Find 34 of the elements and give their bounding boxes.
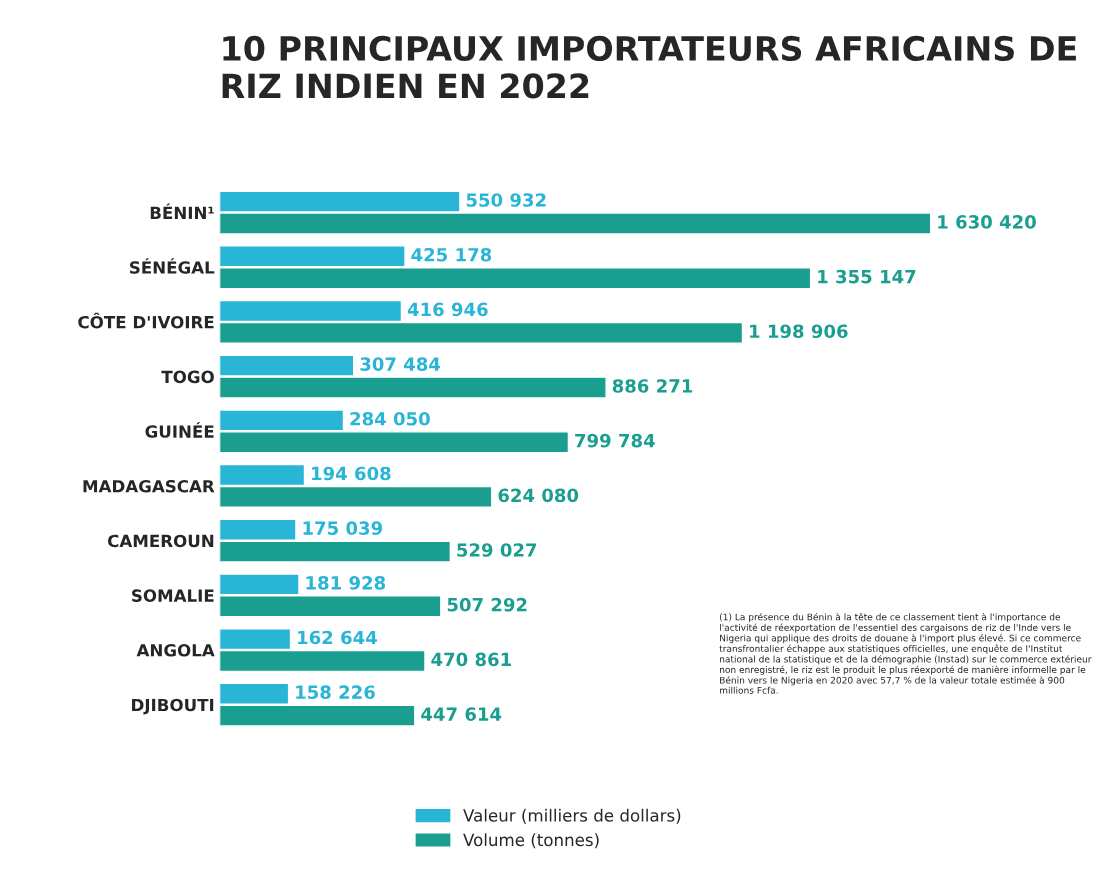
data-label: 799 784 xyxy=(575,433,655,448)
data-label: 529 027 xyxy=(457,543,537,557)
legend-label: Valeur (milliers de dollars) xyxy=(463,808,681,824)
data-label: 416 946 xyxy=(407,302,488,317)
data-label: 284 050 xyxy=(350,411,430,426)
annotation: (1) La présence du Bénin à la tête de ce classement tient à l'importance de l'activité de réexportation de l'essentiel des cargaisons de riz de l'Inde vers le Nigeria qui applique des droits de douane à l'import plus élevé. Si ce commerce transfrontalier échappe aux statistiques officielles, une enquête de l'Institut national de la statistique et de la démographie (Instad) sur le commerce extérieur non enregistré, le riz est le produit le plus réexporté de manière informelle par le Bénin vers le Nigeria en 2020 avec 57,7 % de la valeur totale estimée à 900 millions Fcfa. xyxy=(719,612,1092,694)
data-label: 1 198 906 xyxy=(750,324,848,339)
y-tick-label: SOMALIE xyxy=(132,589,214,602)
y-tick-label: MADAGASCAR xyxy=(83,479,215,493)
data-label: 1 355 147 xyxy=(818,269,916,284)
data-label: 550 932 xyxy=(466,193,546,207)
data-label: 624 080 xyxy=(498,488,579,503)
chart-title: 10 PRINCIPAUX IMPORTATEURS AFRICAINS DE RIZ INDIEN EN 2022 xyxy=(222,35,1076,99)
y-tick-label: ANGOLA xyxy=(136,644,215,657)
data-label: 158 226 xyxy=(296,685,375,700)
data-label: 181 928 xyxy=(306,575,386,590)
data-label: 175 039 xyxy=(303,521,383,535)
data-label: 507 292 xyxy=(447,597,527,612)
legend-label: Volume (tonnes) xyxy=(463,833,599,849)
y-tick-label: DJIBOUTI xyxy=(132,698,214,715)
data-label: 162 644 xyxy=(298,630,377,645)
data-label: 886 271 xyxy=(612,379,693,393)
data-label: 447 614 xyxy=(421,707,502,721)
y-tick-label: SÉNÉGAL xyxy=(130,258,215,274)
y-tick-label: CÔTE D'IVOIRE xyxy=(78,312,214,329)
data-label: 470 861 xyxy=(431,652,511,667)
data-label: 194 608 xyxy=(312,466,391,481)
y-tick-label: CAMEROUN xyxy=(107,534,214,548)
data-label: 425 178 xyxy=(411,247,492,262)
y-tick-label: TOGO xyxy=(161,370,214,384)
y-tick-label: BÉNIN¹ xyxy=(150,203,214,219)
data-label: 1 630 420 xyxy=(938,215,1036,229)
y-tick-label: GUINÉE xyxy=(145,422,214,438)
data-label: 307 484 xyxy=(360,357,441,371)
